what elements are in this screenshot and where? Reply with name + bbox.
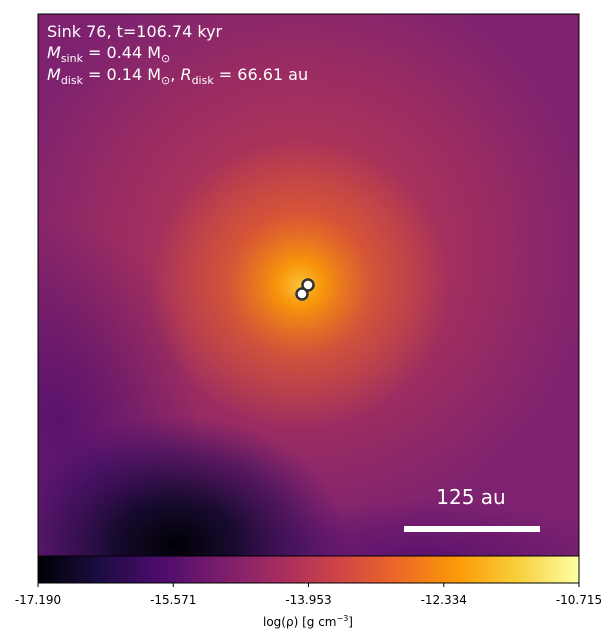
- sink-mass-label: Msink = 0.44 M⊙: [47, 43, 170, 65]
- colorbar-label: log(ρ) [g cm−3]: [263, 614, 353, 629]
- sink-title: Sink 76, t=106.74 kyr: [47, 22, 223, 41]
- colorbar-tick-label: -13.953: [285, 593, 331, 607]
- colorbar-tick-label: -10.715: [556, 593, 602, 607]
- sink-marker-b: [295, 287, 309, 301]
- low-density-void: [38, 415, 350, 556]
- colorbar-tick-label: -17.190: [15, 593, 61, 607]
- colorbar-tick-label: -15.571: [150, 593, 196, 607]
- colorbar-ticks: -17.190 -15.571 -13.953 -12.334 -10.715: [15, 583, 602, 607]
- sink-marker-a: [301, 278, 315, 292]
- disk-mass-radius-label: Mdisk = 0.14 M⊙, Rdisk = 66.61 au: [47, 65, 308, 87]
- colorbar: [37, 555, 580, 584]
- colorbar-tick-label: -12.334: [421, 593, 467, 607]
- core-glow: [150, 140, 450, 430]
- scalebar: [404, 526, 540, 532]
- scalebar-label: 125 au: [436, 485, 505, 509]
